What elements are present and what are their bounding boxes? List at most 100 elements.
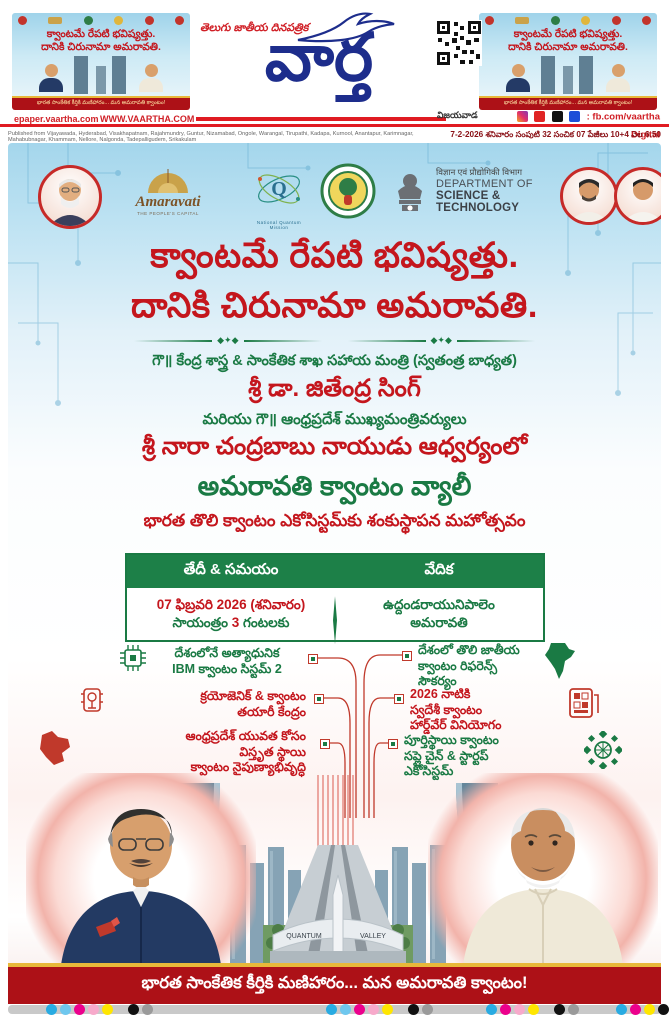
facebook-icon bbox=[569, 111, 581, 123]
chandrababu-naidu-photo bbox=[428, 773, 658, 965]
feature-bullet bbox=[314, 694, 324, 704]
dove-icon bbox=[297, 12, 395, 43]
venue-line2: అమరావతి bbox=[410, 615, 468, 630]
header-rule bbox=[0, 124, 669, 127]
cryostat-icon bbox=[81, 688, 103, 712]
mini-ad-headline: క్వాంటమే రేపటి భవిష్యత్తు. దానికి చిరునా… bbox=[41, 28, 161, 53]
mini-tower bbox=[96, 66, 106, 94]
feature-item: పూర్తిస్థాయి క్వాంటం సప్లై చైన్ & స్టార్… bbox=[404, 733, 499, 778]
ornament-divider: ◆✦◆ ◆✦◆ bbox=[8, 335, 661, 346]
mini-tower bbox=[579, 56, 593, 94]
amaravati-mini-icon bbox=[48, 17, 63, 24]
amaravati-logo: Amaravati THE PEOPLE'S CAPITAL bbox=[108, 167, 228, 216]
dst-hindi-line: विज्ञान एवं प्रौद्योगिकी विभाग bbox=[436, 167, 523, 177]
pawan-mini-icon bbox=[611, 16, 621, 25]
building-label-valley: VALLEY bbox=[360, 933, 386, 940]
published-from-line: Published from Vijayawada, Hyderabad, Vi… bbox=[8, 131, 414, 143]
feature-bullet bbox=[402, 651, 412, 661]
print-registration-bar bbox=[8, 1004, 669, 1015]
www-url: WWW.VAARTHA.COM bbox=[100, 114, 195, 124]
mini-ad-strip: భారత సాంకేతిక కీర్తికి మణిహారం... మన అమర… bbox=[479, 96, 657, 110]
mini-ad-logos bbox=[479, 13, 657, 25]
svg-text:Q: Q bbox=[271, 178, 287, 200]
amaravati-mini-icon bbox=[515, 17, 530, 24]
jitendra-singh-photo bbox=[26, 773, 256, 965]
mini-tower bbox=[112, 56, 126, 94]
cm-name: శ్రీ నారా చంద్రబాబు నాయుడు ఆధ్వర్యంలో bbox=[141, 433, 528, 460]
cm-title: మరియు గౌ॥ ఆంధ్రప్రదేశ్ ముఖ్యమంత్రివర్యుల… bbox=[202, 411, 467, 428]
quantum-valley-ad: Amaravati THE PEOPLE'S CAPITAL Q Nationa… bbox=[8, 143, 661, 1003]
schedule-col2-header: వేదిక bbox=[335, 554, 544, 588]
pawan-mini-icon bbox=[144, 16, 154, 25]
jitendra-mini-photo bbox=[505, 64, 531, 94]
masthead-tagline: తెలుగు జాతీయ దినపత్రిక bbox=[200, 22, 309, 34]
quantum-mission-caption: National Quantum Mission bbox=[256, 220, 302, 230]
modi-photo bbox=[38, 165, 102, 229]
edition-city: విజయవాడ bbox=[437, 110, 478, 120]
venue-line1: ఉద్దండరాయునిపాలెం bbox=[383, 597, 495, 612]
mini-ad-strip: భారత సాంకేతిక కీర్తికి మణిహారం... మన అమర… bbox=[12, 96, 190, 110]
feature-bullet bbox=[388, 739, 398, 749]
date-line: 7-2-2026 శనివారం సంపుటి 32 సంచిక 07 పేజీ… bbox=[450, 130, 661, 139]
ap-emblem-mini-icon bbox=[581, 16, 591, 25]
feature-bullet bbox=[394, 694, 404, 704]
feature-bullet bbox=[320, 739, 330, 749]
mini-tower bbox=[541, 56, 555, 94]
right-mini-ad: క్వాంటమే రేపటి భవిష్యత్తు. దానికి చిరునా… bbox=[479, 13, 657, 110]
naidu-mini-photo bbox=[605, 64, 631, 94]
schedule-col1-header: తేదీ & సమయం bbox=[126, 554, 335, 588]
quantum-mission-logo: Q National Quantum Mission bbox=[248, 165, 310, 230]
feature-bullet bbox=[308, 654, 318, 664]
ap-emblem-mini-icon bbox=[114, 16, 124, 25]
left-mini-ad: క్వాంటమే రేపటి భవిష్యత్తు. దానికి చిరునా… bbox=[12, 13, 190, 110]
ad-headline-line2: దానికి చిరునామా అమరావతి. bbox=[130, 286, 539, 325]
feature-item: క్రయోజెనిక్ & క్వాంటం తయారీ కేంద్రం bbox=[200, 689, 306, 719]
minister-name: శ్రీ డా. జితేంద్ర సింగ్ bbox=[248, 375, 421, 402]
mini-ad-headline: క్వాంటమే రేపటి భవిష్యత్తు. దానికి చిరునా… bbox=[508, 28, 628, 53]
feature-item: దేశంలోనే అత్యాధునిక IBM క్వాంటం సిస్టమ్ … bbox=[172, 646, 282, 676]
youtube-icon bbox=[534, 111, 546, 123]
jitendra-mini-photo bbox=[38, 64, 64, 94]
masthead-title: వార్త bbox=[264, 19, 374, 96]
lokesh-mini-icon bbox=[641, 16, 651, 25]
quantum-hardware-icon bbox=[569, 688, 599, 718]
ap-government-emblem bbox=[320, 163, 376, 224]
qr-code bbox=[436, 20, 482, 66]
social-row: : fb.com/vaartha Digital bbox=[508, 108, 660, 144]
chip-icon bbox=[120, 645, 146, 671]
event-name: అమరావతి క్వాంటం వ్యాలీ bbox=[197, 471, 472, 501]
quantum-mini-icon bbox=[83, 16, 93, 25]
event-time: సాయంత్రం bbox=[172, 615, 232, 630]
event-time-number: 3 bbox=[231, 615, 240, 630]
dst-line1: DEPARTMENT OF bbox=[436, 178, 533, 190]
schedule-table: తేదీ & సమయం వేదిక 07 ఫిబ్రవరి 2026 (శనివ… bbox=[125, 553, 545, 645]
ap-map-icon bbox=[40, 731, 70, 765]
modi-mini-icon bbox=[485, 16, 494, 25]
modi-mini-icon bbox=[18, 16, 27, 25]
amaravati-logo-caption: THE PEOPLE'S CAPITAL bbox=[137, 211, 199, 216]
mini-ad-logos bbox=[12, 13, 190, 25]
mini-tower bbox=[74, 56, 88, 94]
naidu-mini-photo bbox=[138, 64, 164, 94]
table-divider bbox=[333, 596, 337, 645]
minister-title: గౌ॥ కేంద్ర శాస్త్ర & సాంకేతిక శాఖ సహాయ మ… bbox=[152, 353, 517, 369]
schedule-datetime-cell: 07 ఫిబ్రవరి 2026 (శనివారం) సాయంత్రం 3 గం… bbox=[126, 588, 337, 645]
quantum-mini-icon bbox=[550, 16, 560, 25]
instagram-icon bbox=[516, 111, 528, 123]
building-label-quantum: QUANTUM bbox=[286, 933, 322, 940]
mini-ad-scene bbox=[12, 54, 190, 94]
mini-tower bbox=[563, 66, 573, 94]
social-handle: : fb.com/vaartha Digital bbox=[586, 111, 660, 141]
lokesh-mini-icon bbox=[174, 16, 184, 25]
supply-chain-icon bbox=[584, 731, 622, 769]
event-time-unit: గంటలకు bbox=[239, 615, 290, 630]
pawan-kalyan-photo bbox=[560, 167, 618, 225]
feature-item: 2026 నాటికి స్వదేశీ క్వాంటం హార్డ్‌వేర్ … bbox=[410, 687, 502, 732]
event-date: 07 ఫిబ్రవరి 2026 (శనివారం) bbox=[156, 597, 306, 612]
x-icon bbox=[551, 111, 563, 123]
amaravati-dome-icon bbox=[148, 169, 188, 193]
masthead-underline bbox=[196, 117, 446, 121]
india-map-icon bbox=[545, 643, 575, 679]
ad-headline-line1: క్వాంటమే రేపటి భవిష్యత్తు. bbox=[150, 236, 519, 275]
